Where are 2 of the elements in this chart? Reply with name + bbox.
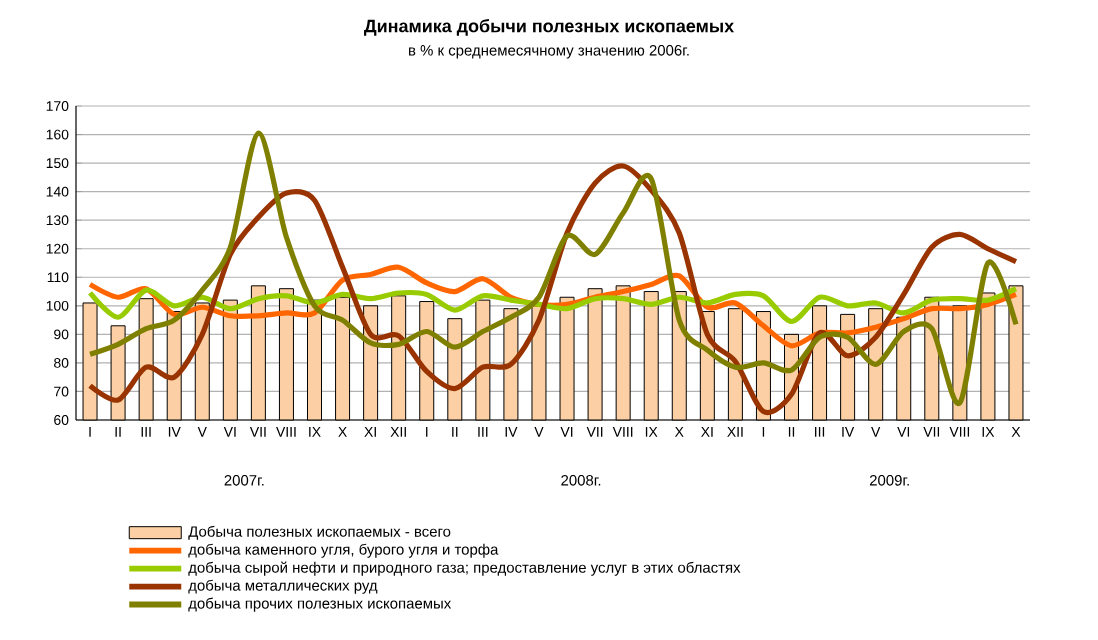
line-series bbox=[87, 286, 1019, 325]
chart-title: Динамика добычи полезных ископаемых bbox=[364, 19, 735, 36]
